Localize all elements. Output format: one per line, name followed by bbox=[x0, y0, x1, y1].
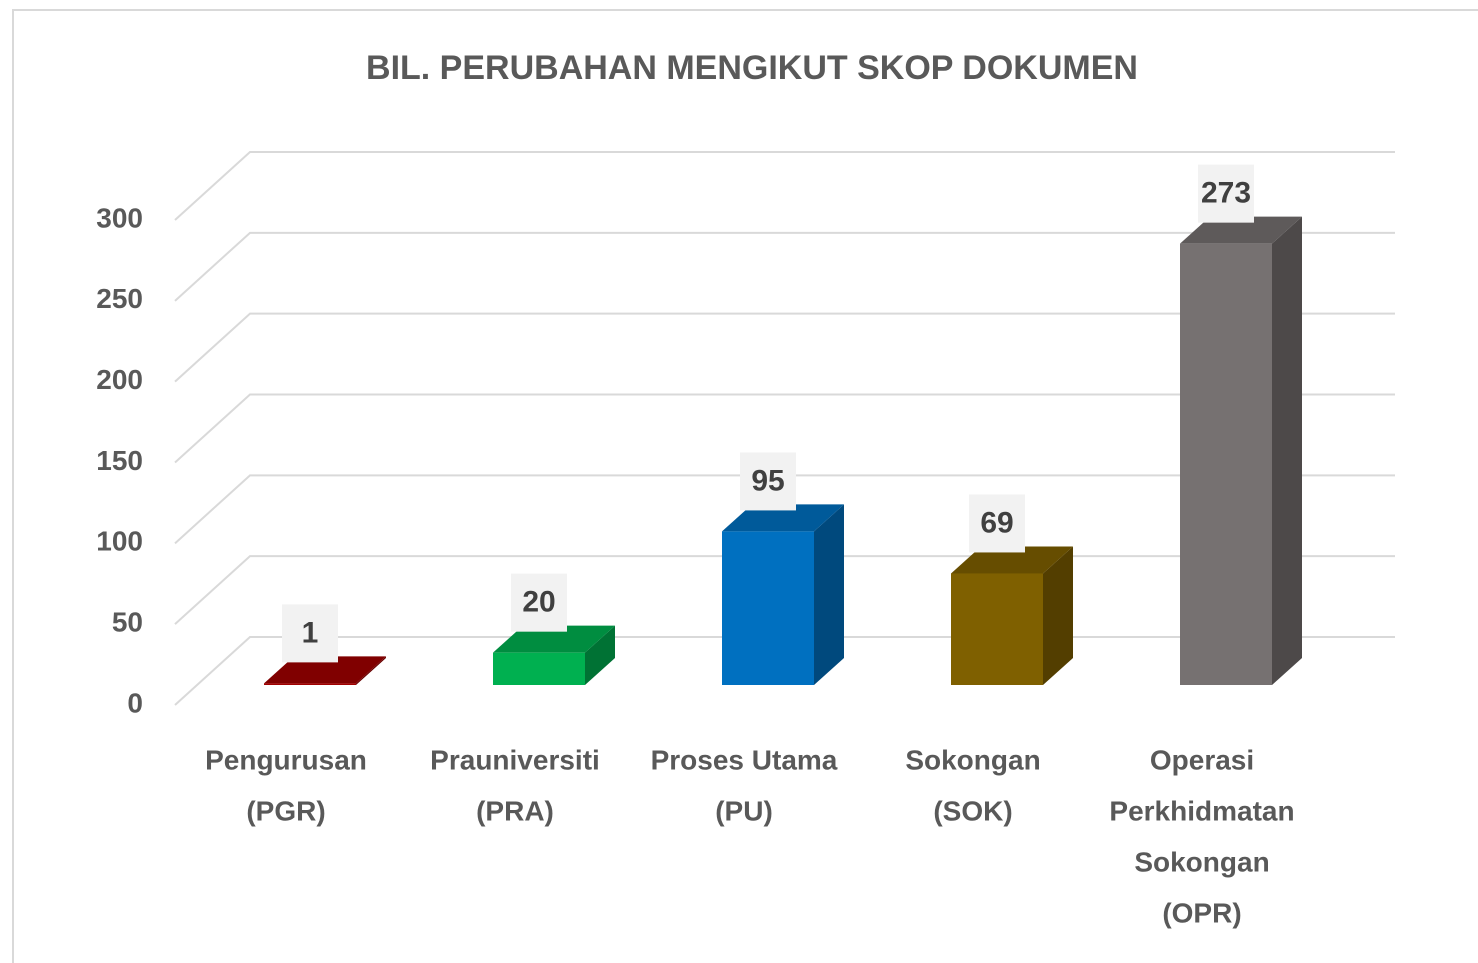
x-tick-label: Perkhidmatan bbox=[1109, 795, 1294, 826]
x-tick-label: (PGR) bbox=[246, 795, 325, 826]
x-tick-label: Sokongan bbox=[905, 744, 1040, 775]
bar-side bbox=[814, 504, 844, 685]
x-tick-label: (PRA) bbox=[476, 795, 554, 826]
grid-line bbox=[174, 393, 1395, 464]
value-label-box bbox=[511, 573, 567, 632]
x-tick-label: (OPR) bbox=[1162, 897, 1241, 928]
value-label: 95 bbox=[751, 464, 784, 497]
bar-top bbox=[493, 625, 615, 653]
value-label: 1 bbox=[302, 616, 319, 649]
grid-line bbox=[174, 474, 1395, 545]
bar-top bbox=[951, 546, 1073, 574]
bar bbox=[722, 531, 814, 685]
bar-top bbox=[722, 504, 844, 532]
bar-side bbox=[585, 625, 615, 685]
grid-line bbox=[174, 312, 1395, 383]
value-label-box bbox=[740, 452, 796, 511]
x-tick-label: Operasi bbox=[1150, 744, 1254, 775]
y-tick-label: 300 bbox=[96, 202, 143, 233]
value-label-box bbox=[1198, 164, 1254, 223]
value-label: 69 bbox=[980, 506, 1013, 539]
x-tick-label: (PU) bbox=[715, 795, 773, 826]
bar-top bbox=[1180, 216, 1302, 244]
value-label: 20 bbox=[522, 586, 555, 619]
value-label-box bbox=[969, 494, 1025, 553]
y-tick-label: 50 bbox=[112, 607, 143, 638]
bar bbox=[951, 573, 1043, 685]
value-label-box bbox=[282, 604, 338, 663]
bar-side bbox=[356, 656, 386, 685]
value-label: 273 bbox=[1201, 177, 1251, 210]
x-tick-label: Pengurusan bbox=[205, 744, 367, 775]
bar-side bbox=[1043, 546, 1073, 685]
bar bbox=[493, 652, 585, 685]
y-tick-label: 0 bbox=[127, 687, 143, 718]
x-tick-label: Prauniversiti bbox=[430, 744, 600, 775]
y-tick-label: 200 bbox=[96, 364, 143, 395]
chart-title: BIL. PERUBAHAN MENGIKUT SKOP DOKUMEN bbox=[366, 49, 1138, 87]
bar-side bbox=[1272, 216, 1302, 685]
x-tick-label: Sokongan bbox=[1134, 846, 1269, 877]
grid-line bbox=[174, 231, 1395, 302]
y-tick-label: 150 bbox=[96, 445, 143, 476]
bar bbox=[1180, 243, 1272, 685]
bar bbox=[264, 683, 356, 685]
grid-line bbox=[174, 151, 1395, 221]
x-tick-label: Proses Utama bbox=[651, 744, 838, 775]
bar-top bbox=[264, 656, 386, 684]
x-tick-label: (SOK) bbox=[933, 795, 1012, 826]
y-tick-label: 250 bbox=[96, 283, 143, 314]
y-tick-label: 100 bbox=[96, 526, 143, 557]
